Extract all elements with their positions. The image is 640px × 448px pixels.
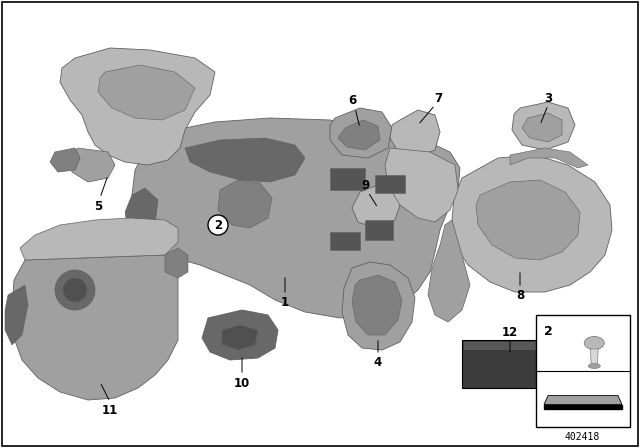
Polygon shape [68,148,115,182]
Bar [536,315,630,427]
Polygon shape [352,275,402,335]
Ellipse shape [584,336,604,349]
Polygon shape [512,102,575,150]
Polygon shape [510,148,588,168]
Polygon shape [165,248,188,278]
Polygon shape [132,118,460,318]
Text: 4: 4 [374,356,382,369]
Polygon shape [330,108,392,158]
Polygon shape [476,180,580,260]
Polygon shape [125,188,158,240]
Circle shape [63,278,87,302]
Text: 3: 3 [544,91,552,104]
Bar [365,220,393,240]
Polygon shape [428,220,470,322]
Polygon shape [452,155,612,292]
Polygon shape [338,120,380,150]
Bar [462,340,560,388]
Text: 2: 2 [214,219,222,232]
Text: 1: 1 [281,296,289,309]
Polygon shape [12,255,178,400]
Polygon shape [5,285,28,345]
Text: 5: 5 [94,199,102,212]
Polygon shape [20,218,178,260]
Bar [330,232,360,250]
Polygon shape [352,185,400,228]
Text: 6: 6 [348,94,356,107]
Circle shape [55,270,95,310]
Polygon shape [50,148,80,172]
Polygon shape [222,325,258,350]
Text: 12: 12 [502,326,518,339]
Bar [375,175,405,193]
Polygon shape [218,180,272,228]
Polygon shape [60,48,215,165]
Polygon shape [185,138,305,182]
Text: 2: 2 [544,325,553,338]
Polygon shape [522,113,562,142]
Polygon shape [385,148,458,222]
Circle shape [208,215,228,235]
Bar [330,168,365,190]
Polygon shape [342,262,415,350]
Text: 9: 9 [361,178,369,191]
Text: 11: 11 [102,404,118,417]
Polygon shape [202,310,278,360]
Text: 8: 8 [516,289,524,302]
Polygon shape [544,396,622,405]
Polygon shape [390,110,440,158]
Polygon shape [98,65,195,120]
Text: 402418: 402418 [564,432,600,442]
Text: 7: 7 [434,91,442,104]
Polygon shape [544,405,622,409]
Bar [464,342,558,350]
Text: 10: 10 [234,376,250,389]
Polygon shape [590,349,598,365]
Ellipse shape [588,363,600,369]
